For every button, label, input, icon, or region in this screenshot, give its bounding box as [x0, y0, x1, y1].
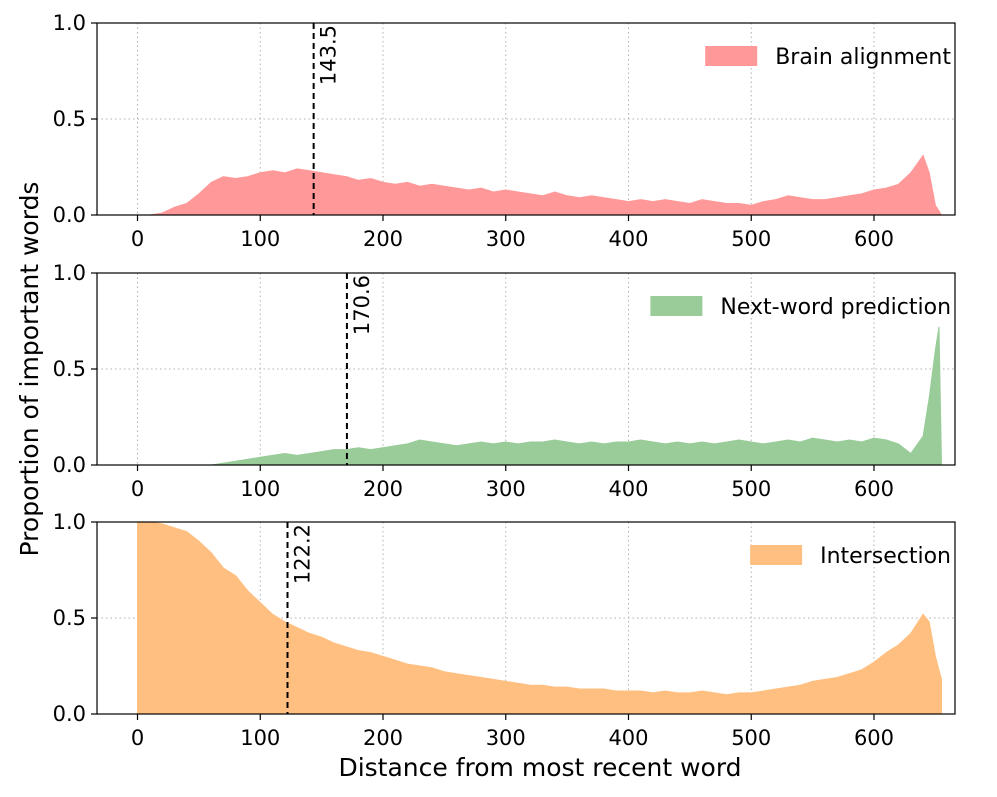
x-tick-label-1: 100 — [240, 477, 280, 501]
legend-label: Intersection — [820, 544, 951, 569]
legend-label: Next-word prediction — [720, 295, 951, 320]
y-tick-label-0: 0.0 — [53, 203, 86, 227]
legend: Next-word prediction — [650, 295, 951, 320]
x-tick-label-3: 300 — [486, 477, 526, 501]
y-axis-title: Proportion of important words — [15, 182, 44, 557]
mean-label: 143.5 — [317, 25, 341, 85]
series-area — [137, 326, 943, 466]
x-axis-title: Distance from most recent word — [338, 753, 741, 782]
x-tick-label-3: 300 — [486, 227, 526, 251]
y-tick-label-0: 0.0 — [53, 453, 86, 477]
x-tick-label-3: 300 — [486, 726, 526, 750]
x-tick-label-4: 400 — [608, 477, 648, 501]
legend: Intersection — [750, 544, 951, 569]
x-tick-label-2: 200 — [363, 477, 403, 501]
x-tick-label-1: 100 — [240, 726, 280, 750]
series-area — [137, 521, 942, 715]
mean-label: 170.6 — [350, 275, 374, 335]
legend-swatch — [705, 46, 758, 66]
y-tick-label-1: 0.5 — [53, 107, 86, 131]
panel-brain-alignment: 143.5 0 100 200 300 400 500 600 0.0 0.5 1.0 Brain a… — [53, 11, 956, 251]
legend: Brain alignment — [705, 45, 951, 70]
y-tick-label-1: 0.5 — [53, 606, 86, 630]
x-tick-label-2: 200 — [363, 726, 403, 750]
x-tick-label-5: 500 — [731, 227, 771, 251]
panel-intersection: 122.2 0 100 200 300 400 500 600 0.0 0.5 1.0 Interse… — [53, 510, 956, 750]
legend-swatch — [650, 296, 703, 316]
y-tick-label-2: 1.0 — [53, 11, 86, 35]
y-tick-label-2: 1.0 — [53, 510, 86, 534]
mean-label: 122.2 — [291, 524, 315, 584]
x-tick-label-4: 400 — [608, 227, 648, 251]
x-tick-label-2: 200 — [363, 227, 403, 251]
x-tick-label-0: 0 — [131, 477, 144, 501]
legend-swatch — [750, 545, 803, 565]
x-tick-label-1: 100 — [240, 227, 280, 251]
x-tick-label-6: 600 — [854, 726, 894, 750]
x-tick-label-0: 0 — [131, 726, 144, 750]
x-tick-label-5: 500 — [731, 726, 771, 750]
x-tick-label-6: 600 — [854, 227, 894, 251]
x-tick-label-6: 600 — [854, 477, 894, 501]
y-tick-label-2: 1.0 — [53, 261, 86, 285]
legend-label: Brain alignment — [775, 45, 951, 70]
y-tick-label-1: 0.5 — [53, 357, 86, 381]
panel-next-word-prediction: 170.6 0 100 200 300 400 500 600 0.0 0.5 1.0 Next-wo… — [53, 261, 956, 501]
x-tick-label-0: 0 — [131, 227, 144, 251]
x-tick-label-5: 500 — [731, 477, 771, 501]
series-area — [137, 154, 943, 216]
x-tick-label-4: 400 — [608, 726, 648, 750]
y-tick-label-0: 0.0 — [53, 702, 86, 726]
